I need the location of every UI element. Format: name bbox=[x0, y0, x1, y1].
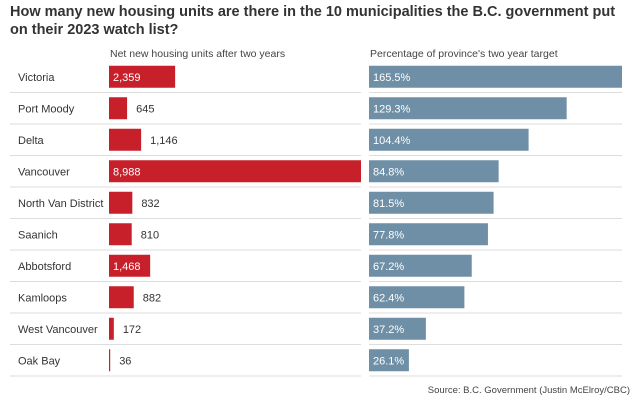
units-value-label: 172 bbox=[123, 324, 141, 336]
percent-bar bbox=[369, 65, 622, 88]
percent-bar bbox=[369, 286, 465, 309]
percent-value-label: 129.3% bbox=[373, 103, 411, 115]
units-bar bbox=[109, 254, 151, 277]
units-value-label: 36 bbox=[119, 355, 131, 367]
percent-value-label: 77.8% bbox=[373, 229, 404, 241]
percent-value-label: 37.2% bbox=[373, 324, 404, 336]
units-value-label: 810 bbox=[141, 229, 159, 241]
units-bar bbox=[109, 223, 132, 246]
percent-value-label: 81.5% bbox=[373, 198, 404, 210]
units-value-label: 832 bbox=[141, 198, 159, 210]
percent-bar bbox=[369, 317, 426, 340]
chart-title: How many new housing units are there in … bbox=[10, 4, 616, 38]
units-bar bbox=[109, 286, 134, 309]
units-bar bbox=[109, 191, 133, 214]
units-value-label: 8,988 bbox=[113, 166, 141, 178]
percent-value-label: 104.4% bbox=[373, 135, 411, 147]
units-bar bbox=[109, 65, 176, 88]
percent-value-label: 165.5% bbox=[373, 72, 411, 84]
category-label: Delta bbox=[18, 135, 45, 147]
category-label: Kamloops bbox=[18, 292, 67, 304]
category-label: Abbotsford bbox=[18, 261, 71, 273]
category-label: West Vancouver bbox=[18, 324, 98, 336]
category-label: Oak Bay bbox=[18, 355, 61, 367]
percent-value-label: 67.2% bbox=[373, 261, 404, 273]
units-value-label: 2,359 bbox=[113, 72, 141, 84]
category-label: North Van District bbox=[18, 198, 103, 210]
category-label: Saanich bbox=[18, 229, 58, 241]
percent-bar bbox=[369, 254, 472, 277]
units-column-header: Net new housing units after two years bbox=[110, 48, 286, 60]
units-value-label: 1,146 bbox=[150, 135, 178, 147]
source-note: Source: B.C. Government (Justin McElroy/… bbox=[427, 385, 630, 396]
units-value-label: 1,468 bbox=[113, 261, 141, 273]
percent-value-label: 26.1% bbox=[373, 355, 404, 367]
percent-column-header: Percentage of province's two year target bbox=[370, 48, 558, 60]
units-bar bbox=[109, 349, 111, 372]
percent-bar bbox=[369, 191, 494, 214]
percent-value-label: 84.8% bbox=[373, 166, 404, 178]
percent-bar bbox=[369, 128, 529, 151]
units-value-label: 882 bbox=[143, 292, 161, 304]
percent-bar bbox=[369, 349, 409, 372]
units-bar bbox=[109, 317, 114, 340]
units-bar bbox=[109, 97, 128, 120]
category-label: Vancouver bbox=[18, 166, 70, 178]
percent-bar bbox=[369, 160, 499, 183]
units-bar bbox=[109, 160, 361, 183]
percent-bar bbox=[369, 223, 488, 246]
units-value-label: 645 bbox=[136, 103, 154, 115]
category-label: Port Moody bbox=[18, 103, 75, 115]
percent-bar bbox=[369, 97, 567, 120]
percent-value-label: 62.4% bbox=[373, 292, 404, 304]
units-bar bbox=[109, 128, 142, 151]
category-label: Victoria bbox=[18, 72, 55, 84]
